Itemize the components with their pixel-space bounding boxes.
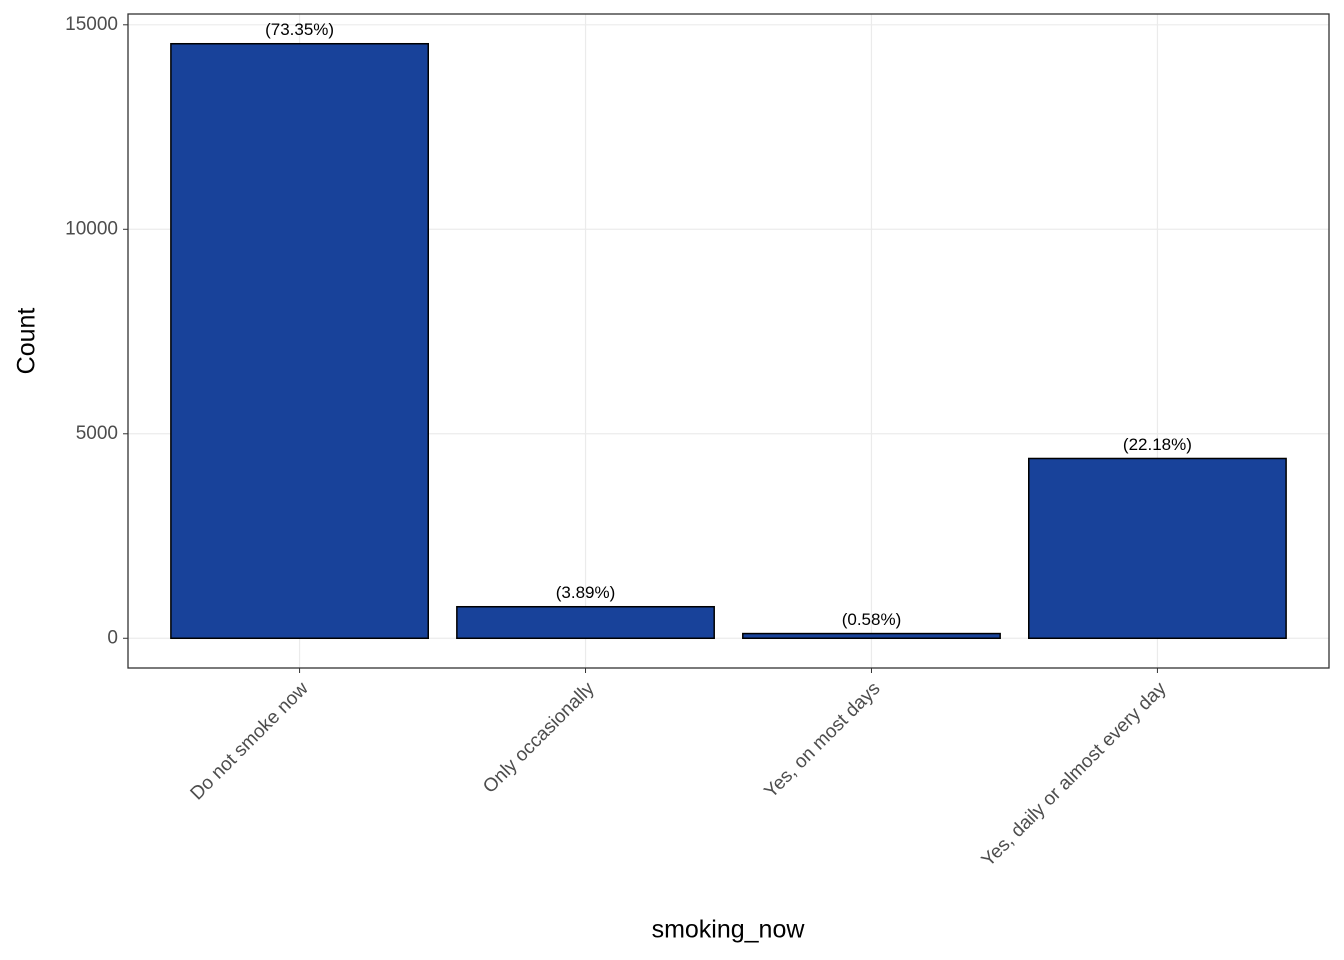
data-label: (22.18%) <box>1123 435 1192 454</box>
y-tick-label: 0 <box>107 627 118 648</box>
bar <box>170 42 429 640</box>
y-tick-label: 5000 <box>76 423 118 444</box>
data-label: (0.58%) <box>842 610 902 629</box>
bar <box>742 632 1001 640</box>
y-tick-label: 15000 <box>65 14 118 35</box>
data-label: (3.89%) <box>556 583 616 602</box>
bar <box>1028 457 1287 640</box>
x-axis-title: smoking_now <box>652 916 806 944</box>
panel-border <box>127 13 1330 669</box>
data-label: (73.35%) <box>265 20 334 39</box>
bar <box>456 605 715 640</box>
y-tick-label: 10000 <box>65 218 118 239</box>
y-axis-title: Count <box>13 308 41 375</box>
